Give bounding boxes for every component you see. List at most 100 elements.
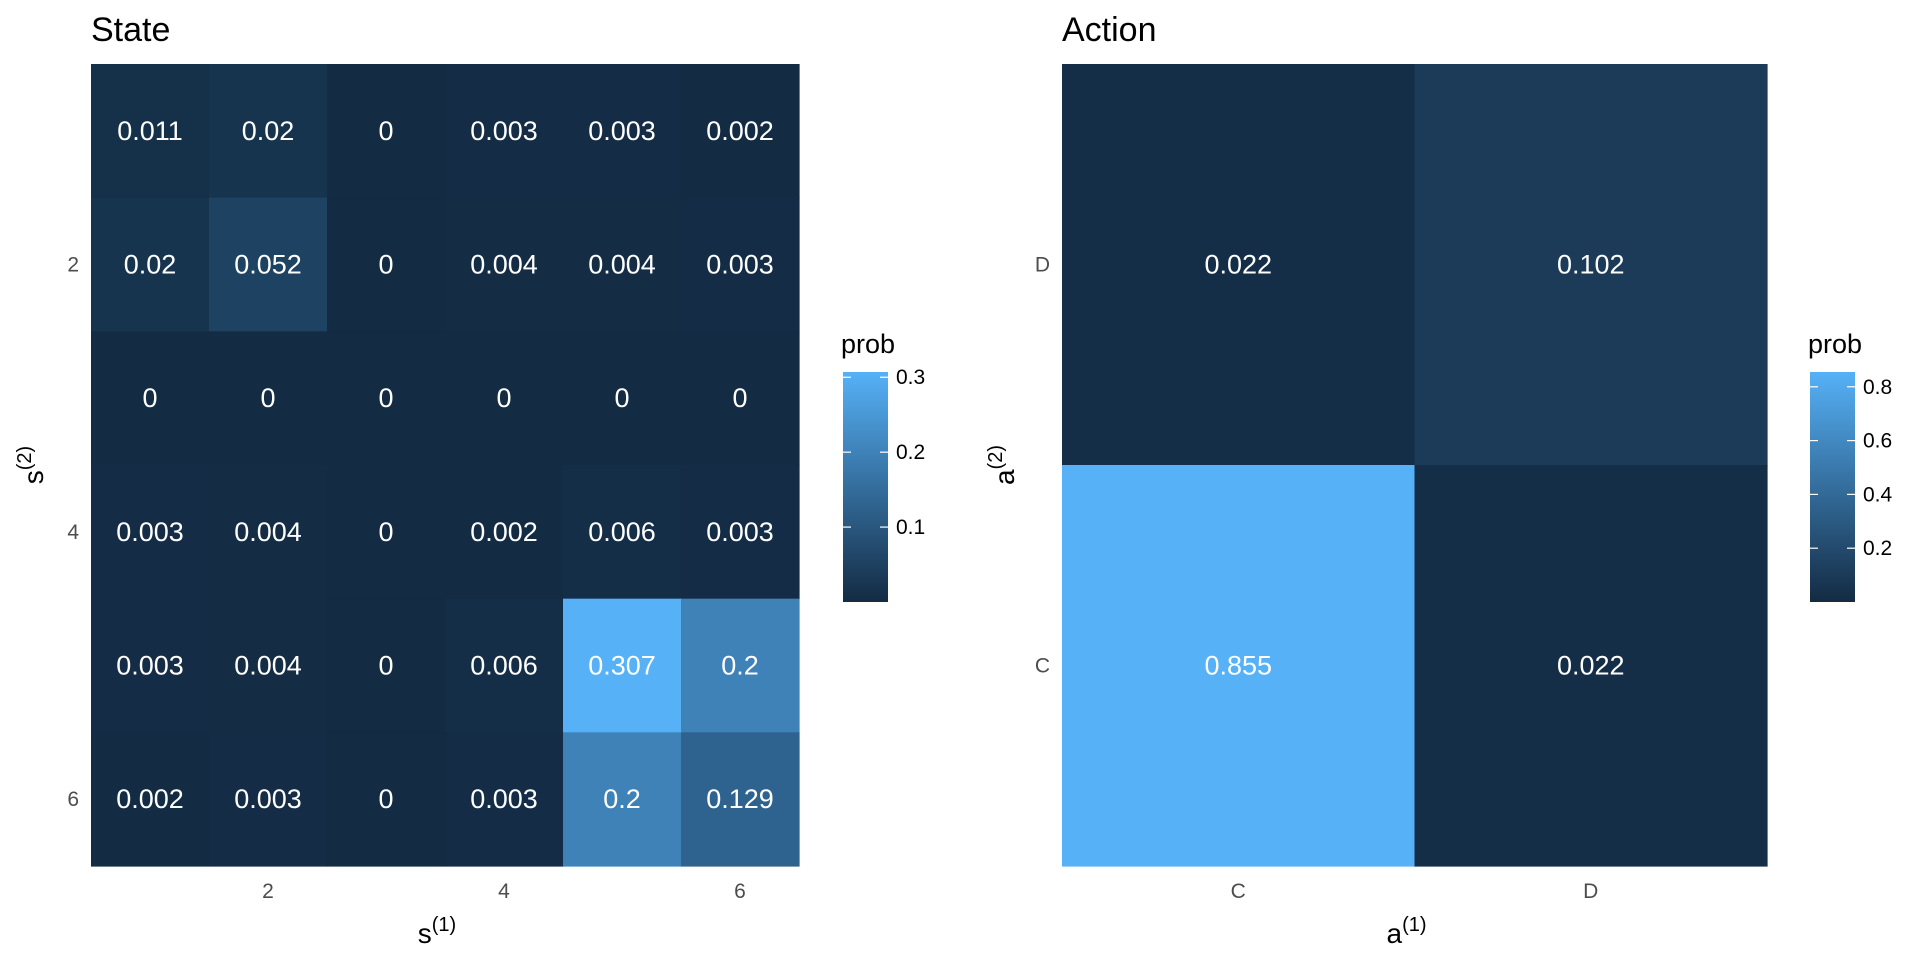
heatmap-cell — [681, 197, 800, 332]
heatmap-cell — [445, 598, 564, 733]
heatmap-cell — [209, 465, 328, 600]
heatmap-cell — [681, 331, 800, 466]
heatmap-cell — [91, 331, 210, 466]
cell-value-label: 0.002 — [116, 784, 184, 814]
cell-value-label: 0.003 — [706, 517, 774, 547]
x-axis-title: a(1) — [1386, 914, 1426, 949]
y-axis-title-main: a — [989, 469, 1020, 485]
cell-value-label: 0 — [378, 784, 393, 814]
y-axis-title-main: s — [18, 470, 49, 484]
heatmap-cell — [209, 197, 328, 332]
cell-value-label: 0 — [378, 250, 393, 280]
cell-value-label: 0 — [260, 383, 275, 413]
heatmap-cell — [681, 598, 800, 733]
cell-value-label: 0.004 — [234, 517, 302, 547]
heatmap-cell — [91, 197, 210, 332]
y-axis-title: a(2) — [985, 445, 1020, 485]
cell-value-label: 0.003 — [234, 784, 302, 814]
heatmap-cell — [681, 64, 800, 199]
legend-colorbar — [1810, 372, 1855, 602]
heatmap-cell — [445, 64, 564, 199]
heatmap-cell — [681, 465, 800, 600]
legend-tick-label: 0.1 — [896, 516, 925, 539]
cell-value-label: 0 — [378, 383, 393, 413]
heatmap-cell — [563, 732, 682, 867]
heatmap-cell — [563, 331, 682, 466]
heatmap-cell — [445, 465, 564, 600]
heatmap-cell — [91, 64, 210, 199]
x-tick-label: C — [1231, 880, 1246, 903]
heatmap-cell — [327, 331, 446, 466]
cell-value-label: 0.02 — [242, 116, 295, 146]
cell-value-label: 0.003 — [706, 250, 774, 280]
heatmap-cell — [1414, 465, 1768, 867]
legend-title: prob — [1808, 329, 1862, 359]
x-axis-title-superscript: (1) — [1402, 914, 1426, 936]
cell-value-label: 0.2 — [721, 651, 759, 681]
legend-tick-label: 0.3 — [896, 366, 925, 389]
cell-value-label: 0.855 — [1204, 651, 1272, 681]
heatmap-cell — [209, 732, 328, 867]
cell-value-label: 0.2 — [603, 784, 641, 814]
heatmap-cell — [563, 598, 682, 733]
legend-title: prob — [841, 329, 895, 359]
cell-value-label: 0 — [378, 116, 393, 146]
cell-value-label: 0.022 — [1557, 651, 1625, 681]
cell-value-label: 0 — [142, 383, 157, 413]
y-tick-label: 2 — [67, 254, 79, 277]
heatmap-cell — [1062, 465, 1416, 867]
heatmap-cell — [1414, 64, 1768, 466]
y-tick-label: 4 — [67, 521, 79, 544]
x-axis-title-main: s — [418, 918, 432, 949]
panel-title: Action — [1062, 11, 1157, 49]
legend-tick-label: 0.8 — [1863, 376, 1892, 399]
y-tick-label: C — [1035, 655, 1050, 678]
x-tick-label: D — [1583, 880, 1598, 903]
cell-value-label: 0.004 — [234, 651, 302, 681]
cell-value-label: 0.003 — [470, 116, 538, 146]
legend-tick-label: 0.2 — [896, 441, 925, 464]
heatmap-cell — [445, 331, 564, 466]
heatmap-panel-state: State 0.011 0.02 0 0.003 0.003 0.002 0.02 0.052 0… — [14, 11, 925, 949]
cell-value-label: 0.052 — [234, 250, 302, 280]
heatmap-cell — [209, 64, 328, 199]
x-axis-title-main: a — [1386, 918, 1402, 949]
y-tick-label: 6 — [67, 788, 79, 811]
heatmap-cell — [445, 732, 564, 867]
cell-value-label: 0.002 — [470, 517, 538, 547]
cell-value-label: 0.022 — [1204, 250, 1272, 280]
cell-value-label: 0.307 — [588, 651, 656, 681]
y-tick-label: D — [1035, 254, 1050, 277]
cell-value-label: 0.102 — [1557, 250, 1625, 280]
heatmap-cell — [327, 598, 446, 733]
cell-value-label: 0 — [614, 383, 629, 413]
heatmap-cell — [445, 197, 564, 332]
cell-value-label: 0.006 — [588, 517, 656, 547]
heatmap-cell — [681, 732, 800, 867]
cell-value-label: 0 — [378, 651, 393, 681]
legend-tick-label: 0.2 — [1863, 537, 1892, 560]
cell-value-label: 0.003 — [588, 116, 656, 146]
x-tick-label: 4 — [498, 880, 510, 903]
heatmap-cell — [563, 197, 682, 332]
cell-value-label: 0.004 — [470, 250, 538, 280]
heatmap-cell — [327, 732, 446, 867]
cell-value-label: 0.011 — [117, 116, 183, 146]
y-axis-title: s(2) — [14, 446, 49, 484]
heatmap-cell — [91, 465, 210, 600]
cell-value-label: 0 — [378, 517, 393, 547]
y-axis-title-superscript: (2) — [14, 446, 36, 470]
cell-value-label: 0.002 — [706, 116, 774, 146]
x-tick-label: 2 — [262, 880, 274, 903]
heatmap-cell — [91, 598, 210, 733]
cell-value-label: 0.004 — [588, 250, 656, 280]
cell-value-label: 0 — [732, 383, 747, 413]
cell-value-label: 0.003 — [116, 517, 184, 547]
cell-value-label: 0.003 — [470, 784, 538, 814]
x-axis-title-superscript: (1) — [432, 914, 456, 936]
heatmap-cell — [327, 465, 446, 600]
heatmap-cell — [563, 465, 682, 600]
